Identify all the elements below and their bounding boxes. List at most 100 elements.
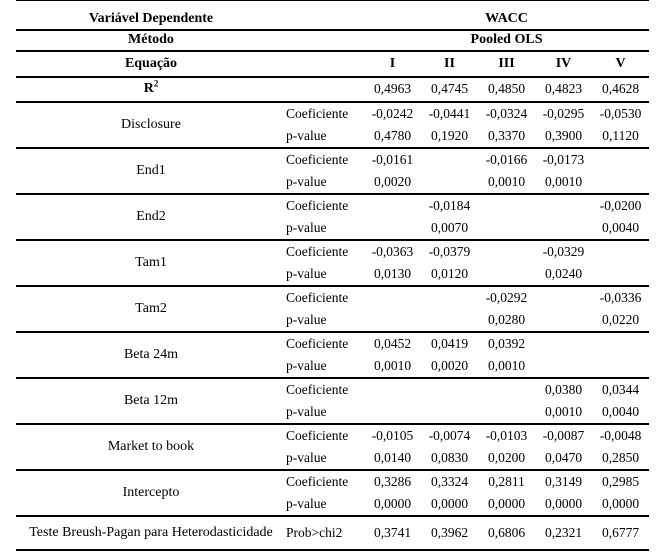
pvalue-value (592, 171, 649, 194)
coefficient-label: Coeficiente (286, 473, 349, 489)
equation-label: Equação (124, 55, 178, 71)
coefficient-label: Coeficiente (286, 197, 349, 213)
coefficient-value (592, 332, 649, 355)
pvalue-value: 0,0010 (487, 357, 526, 373)
pvalue-label: p-value (286, 403, 327, 419)
variable-name: Tam1 (135, 254, 167, 270)
coefficient-value (478, 378, 535, 401)
pvalue-value: 0,0010 (544, 403, 583, 419)
coefficient-value: 0,2811 (488, 473, 525, 489)
pvalue-value (421, 171, 478, 194)
coefficient-row: Tam1 Coeficiente -0,0363 -0,0379 -0,0329 (16, 240, 649, 270)
r2-value: 0,4628 (601, 81, 640, 96)
r2-value: 0,4823 (544, 81, 583, 96)
pvalue-row: p-value 0,0280 0,0220 (16, 309, 649, 332)
coefficient-row: End2 Coeficiente -0,0184 -0,0200 (16, 194, 649, 224)
variable-group-disclosure: Disclosure Coeficiente -0,0242 -0,0441 -… (16, 102, 650, 148)
pvalue-value: 0,1920 (430, 127, 469, 143)
coefficient-value: -0,0295 (542, 105, 585, 121)
coefficient-value: -0,0184 (428, 197, 471, 213)
coefficient-value (592, 148, 649, 171)
coefficient-value: -0,0048 (599, 427, 642, 443)
coefficient-value: 0,3324 (430, 473, 469, 489)
pvalue-value: 0,2850 (601, 449, 640, 465)
pvalue-value (364, 217, 421, 240)
equation-column-header: IV (555, 55, 572, 71)
coefficient-value (364, 194, 421, 217)
pvalue-value (478, 401, 535, 424)
dependent-variable-value: WACC (485, 10, 528, 26)
coefficient-value: -0,0103 (485, 427, 528, 443)
pvalue-row: p-value 0,0010 0,0040 (16, 401, 649, 424)
coefficient-value: 0,0344 (601, 381, 640, 397)
coefficient-value (535, 286, 592, 309)
pvalue-value: 0,0240 (544, 265, 583, 281)
pvalue-value: 0,3370 (487, 127, 526, 143)
pvalue-value (364, 309, 421, 332)
table-header: Variável Dependente WACC Método Pooled O… (16, 1, 650, 102)
pvalue-value (421, 309, 478, 332)
pvalue-value (421, 401, 478, 424)
pvalue-row: p-value 0,4780 0,1920 0,3370 0,3900 0,11… (16, 125, 649, 148)
pvalue-value: 0,0120 (430, 265, 469, 281)
pvalue-row: p-value 0,0020 0,0010 0,0010 (16, 171, 649, 194)
variable-group-beta24m: Beta 24m Coeficiente 0,0452 0,0419 0,039… (16, 332, 650, 378)
coefficient-value: -0,0200 (599, 197, 642, 213)
pvalue-value: 0,0200 (487, 449, 526, 465)
coefficient-value (421, 148, 478, 171)
coefficient-value: -0,0161 (371, 151, 414, 167)
coefficient-value (421, 286, 478, 309)
coefficient-value (535, 332, 592, 355)
coefficient-row: Intercepto Coeficiente 0,3286 0,3324 0,2… (16, 470, 649, 500)
coefficient-value: -0,0173 (542, 151, 585, 167)
coefficient-value: -0,0166 (485, 151, 528, 167)
pvalue-value: 0,0280 (487, 311, 526, 327)
coefficient-label: Coeficiente (286, 289, 349, 305)
equation-column-header: II (444, 55, 455, 71)
test-value: 0,2321 (544, 524, 583, 540)
pvalue-value (592, 355, 649, 378)
coefficient-value: -0,0530 (599, 105, 642, 121)
variable-group-end2: End2 Coeficiente -0,0184 -0,0200 p-value… (16, 194, 650, 240)
breusch-pagan-section: Teste Breush-Pagan para Heterodasticidad… (16, 516, 649, 550)
coefficient-label: Coeficiente (286, 151, 349, 167)
coefficient-value: -0,0379 (428, 243, 471, 259)
r2-value: 0,4963 (373, 81, 412, 96)
coefficient-value: -0,0074 (428, 427, 471, 443)
coefficient-value: -0,0441 (428, 105, 471, 121)
r2-superscript: 2 (153, 78, 159, 89)
coefficient-value: 0,0380 (544, 381, 583, 397)
equation-column-header: I (389, 55, 396, 71)
spacer-cell (286, 1, 364, 30)
coefficient-value: -0,0292 (485, 289, 528, 305)
pvalue-value (478, 263, 535, 286)
test-value: 0,3741 (373, 524, 412, 540)
pvalue-label: p-value (286, 449, 327, 465)
variable-name: Beta 24m (123, 346, 179, 362)
pvalue-value (535, 217, 592, 240)
coefficient-value (478, 240, 535, 263)
pvalue-value: 0,1120 (602, 127, 639, 143)
variable-name: Intercepto (122, 484, 180, 500)
pvalue-value: 0,0000 (601, 495, 640, 511)
method-label: Método (128, 32, 174, 47)
pvalue-value: 0,0010 (487, 173, 526, 189)
variable-group-beta12m: Beta 12m Coeficiente 0,0380 0,0344 p-val… (16, 378, 650, 424)
pvalue-value: 0,0000 (544, 495, 583, 511)
coefficient-value (364, 286, 421, 309)
variable-group-end1: End1 Coeficiente -0,0161 -0,0166 -0,0173… (16, 148, 650, 194)
pvalue-row: p-value 0,0070 0,0040 (16, 217, 649, 240)
pvalue-value: 0,0010 (544, 173, 583, 189)
pvalue-value: 0,0140 (373, 449, 412, 465)
coefficient-value (478, 194, 535, 217)
method-row: Método Pooled OLS (16, 30, 650, 51)
equation-column-header: III (498, 55, 515, 71)
pvalue-value: 0,0070 (430, 219, 469, 235)
coefficient-row: Disclosure Coeficiente -0,0242 -0,0441 -… (16, 102, 649, 132)
coefficient-value: 0,0452 (373, 335, 412, 351)
variable-name: Market to book (107, 438, 195, 454)
coefficient-value: -0,0329 (542, 243, 585, 259)
variable-name: Beta 12m (123, 392, 179, 408)
pvalue-value: 0,0220 (601, 311, 640, 327)
dependent-variable-label: Variável Dependente (88, 10, 214, 26)
